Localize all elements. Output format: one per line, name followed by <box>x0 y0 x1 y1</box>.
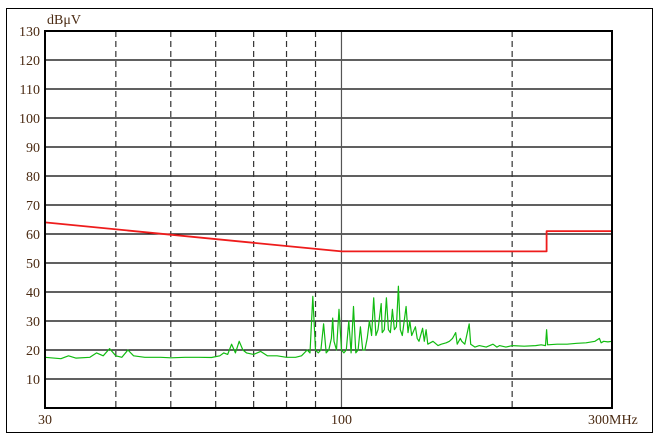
y-tick-label: 30 <box>26 315 40 330</box>
y-tick-label: 110 <box>20 83 40 98</box>
measurement-trace <box>44 285 613 360</box>
limit-line <box>44 221 612 253</box>
x-tick-label: 100 <box>331 413 352 428</box>
y-tick-label: 10 <box>26 373 40 388</box>
plot-frame <box>44 30 613 409</box>
x-tick-label: 300MHz <box>588 413 638 428</box>
y-tick-label: 20 <box>26 344 40 359</box>
y-tick-label: 50 <box>26 257 40 272</box>
x-tick-label: 30 <box>38 413 52 428</box>
y-axis-unit: dBμV <box>47 13 81 28</box>
y-tick-label: 130 <box>19 25 40 40</box>
outer-frame <box>6 8 653 433</box>
y-tick-label: 90 <box>26 141 40 156</box>
y-tick-label: 60 <box>26 228 40 243</box>
y-tick-label: 100 <box>19 112 40 127</box>
y-tick-label: 80 <box>26 170 40 185</box>
y-tick-label: 40 <box>26 286 40 301</box>
y-tick-label: 70 <box>26 199 40 214</box>
y-tick-label: 120 <box>19 54 40 69</box>
